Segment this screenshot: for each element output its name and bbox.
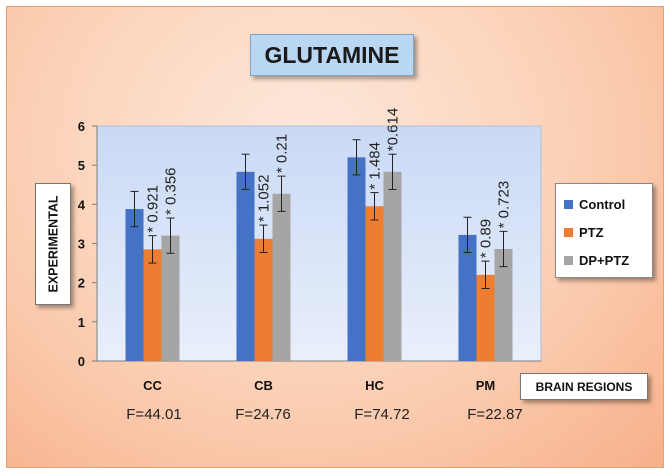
data-label: *0.614 — [385, 108, 402, 151]
x-axis-label: BRAIN REGIONS — [520, 373, 648, 400]
data-label: * 0.723 — [496, 181, 513, 229]
f-stat-cc: F=44.01 — [126, 406, 182, 423]
x-tick-label: PM — [476, 378, 496, 393]
legend-swatch-ptz — [564, 227, 573, 237]
data-label: * 1.484 — [367, 142, 384, 190]
bar — [161, 235, 180, 361]
x-tick-label: CC — [143, 378, 162, 393]
data-label: * 0.921 — [145, 185, 162, 233]
bar — [125, 209, 144, 361]
data-label: * 0.356 — [163, 167, 180, 215]
f-stat-hc: F=74.72 — [354, 406, 410, 423]
y-axis-label: EXPERIMENTAL — [46, 195, 60, 293]
legend-item-control: Control — [564, 190, 652, 218]
bar — [383, 171, 402, 361]
y-axis-label-box: EXPERIMENTAL — [35, 183, 71, 305]
y-tick-label: 0 — [78, 354, 85, 369]
legend-label-ptz: PTZ — [579, 224, 604, 240]
bar — [272, 193, 291, 361]
bar — [236, 171, 255, 361]
bar — [347, 157, 366, 361]
y-tick-label: 3 — [78, 237, 85, 252]
legend-swatch-control — [564, 199, 573, 209]
y-tick-label: 4 — [78, 197, 86, 212]
data-label: * 0.21 — [274, 134, 291, 173]
data-label: * 0.89 — [478, 219, 495, 258]
x-tick-label: CB — [254, 378, 273, 393]
y-tick-label: 6 — [78, 119, 85, 134]
bar — [476, 274, 495, 361]
legend-label-dp-ptz: DP+PTZ — [579, 252, 630, 268]
x-tick-label: HC — [365, 378, 384, 393]
legend-swatch-dp-ptz — [564, 255, 573, 265]
data-label: * 1.052 — [256, 175, 273, 223]
bar — [458, 234, 477, 361]
legend-item-dp-ptz: DP+PTZ — [564, 246, 652, 274]
y-tick-label: 5 — [78, 158, 85, 173]
legend-item-ptz: PTZ — [564, 218, 652, 246]
legend: Control PTZ DP+PTZ — [555, 183, 653, 278]
bar — [365, 206, 384, 361]
legend-label-control: Control — [579, 196, 626, 212]
bar — [143, 249, 162, 361]
f-stat-pm: F=22.87 — [467, 406, 523, 423]
f-stat-cb: F=24.76 — [235, 406, 291, 423]
y-tick-label: 2 — [78, 276, 85, 291]
chart-title: GLUTAMINE — [250, 34, 414, 76]
bar — [254, 238, 273, 361]
y-tick-label: 1 — [78, 315, 85, 330]
bar — [494, 248, 513, 361]
